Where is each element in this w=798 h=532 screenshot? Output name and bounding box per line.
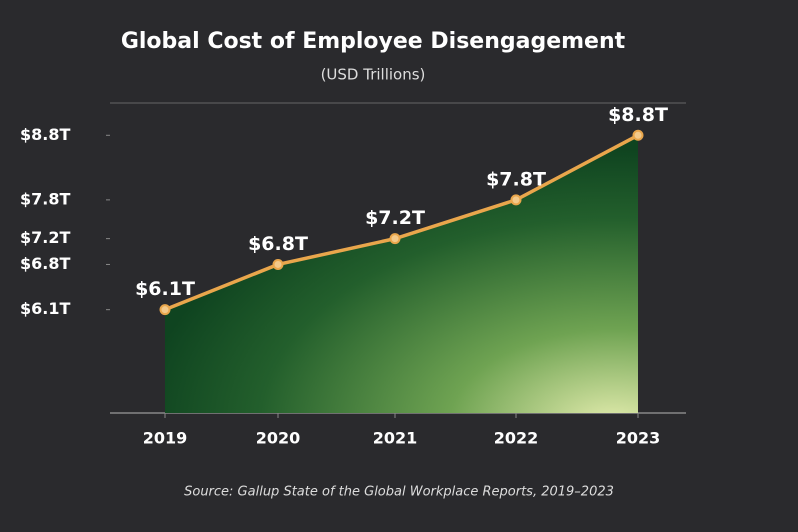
- y-tick-label: $7.8T: [20, 189, 70, 208]
- chart-subtitle: (USD Trillions): [321, 66, 426, 84]
- x-tick-label: 2021: [373, 429, 418, 448]
- area: [165, 135, 638, 413]
- value-label: $8.8T: [608, 104, 668, 126]
- x-tick-label: 2020: [256, 429, 301, 448]
- point: [632, 129, 644, 141]
- chart-title: Global Cost of Employee Disengagement: [121, 29, 626, 54]
- y-tick-label: $6.8T: [20, 254, 70, 273]
- value-label: $6.1T: [135, 278, 195, 300]
- value-label: $7.8T: [486, 168, 546, 190]
- source-note: Source: Gallup State of the Global Workp…: [184, 485, 614, 500]
- value-label: $6.8T: [248, 233, 308, 255]
- y-tick-label: $7.2T: [20, 228, 70, 247]
- point: [159, 304, 171, 316]
- point: [272, 258, 284, 270]
- point: [510, 194, 522, 206]
- x-tick-label: 2022: [494, 429, 539, 448]
- x-tick-label: 2023: [616, 429, 661, 448]
- x-tick-label: 2019: [143, 429, 188, 448]
- point: [389, 233, 401, 245]
- y-tick-label: $6.1T: [20, 299, 70, 318]
- value-label: $7.2T: [365, 207, 425, 229]
- y-tick-label: $8.8T: [20, 125, 70, 144]
